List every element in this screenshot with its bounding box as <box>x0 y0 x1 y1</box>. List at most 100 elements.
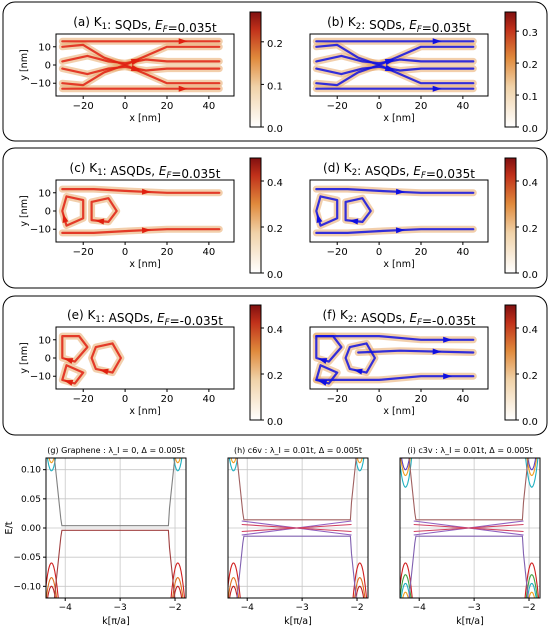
band-line <box>53 458 176 527</box>
streamline-arrow <box>178 38 188 45</box>
title-part: 2 <box>352 168 357 178</box>
streamline-arrow <box>317 358 328 364</box>
title-part: E <box>409 18 417 32</box>
title-part: =0.035t <box>171 167 220 181</box>
streamline <box>315 45 475 87</box>
x-tick-label: −3 <box>113 603 126 613</box>
streamline <box>90 197 118 223</box>
streamline-arrow <box>317 379 328 386</box>
colorbar <box>504 304 517 421</box>
band-line <box>172 577 184 598</box>
band-line <box>400 562 413 598</box>
y-tick-label: −10 <box>30 372 51 383</box>
streamline-arrow <box>385 65 395 71</box>
streamline-arrow <box>432 348 442 355</box>
x-tick-label: 0 <box>376 101 382 112</box>
panel-title: (f) K2: ASQDs, EF=-0.035t <box>323 308 476 328</box>
x-axis-label: x [nm] <box>383 406 414 417</box>
y-axis-label: E/t <box>4 521 15 534</box>
title-part: : ASQDs, <box>101 311 157 325</box>
current-map-e <box>58 332 125 387</box>
x-tick-label: 0 <box>376 247 382 258</box>
x-tick-label: 0 <box>376 394 382 405</box>
panel-title: (d) K2: ASQDs, EF=0.035t <box>323 161 475 181</box>
title-part: (d) K <box>323 161 353 175</box>
panel-d: −20 0 20 40 x [nm] (d) K2: ASQDs, EF=0.035t 0.… <box>309 157 538 281</box>
band-line <box>352 562 368 598</box>
streamline <box>344 342 376 374</box>
band-line <box>174 458 181 464</box>
title-part: 1 <box>102 22 107 32</box>
colorbar <box>504 157 517 274</box>
streamline-arrow <box>349 218 359 225</box>
band-line <box>355 585 365 598</box>
band-line <box>354 577 366 598</box>
colorbar-tick-label: 0.0 <box>522 124 538 135</box>
colorbar-tick-label: 0.2 <box>522 224 538 235</box>
row-frame-ab <box>2 1 548 142</box>
y-tick-label: −0.10 <box>13 582 41 592</box>
title-part: : SQDs, <box>361 18 409 32</box>
colorbar-tick-label: 0.4 <box>267 178 283 189</box>
x-tick-label: 40 <box>457 247 470 258</box>
colorbar-tick-label: 0.3 <box>522 28 538 39</box>
x-tick-label: 20 <box>161 247 174 258</box>
title-part: F <box>166 171 171 181</box>
x-tick-label: 0 <box>122 101 128 112</box>
streamline <box>90 342 122 374</box>
y-tick-label: 0.00 <box>21 524 41 534</box>
band-line <box>525 458 539 488</box>
x-axis-label: k[π/a] <box>284 616 312 627</box>
band-line <box>228 562 241 598</box>
streamline-arrow <box>141 188 152 195</box>
x-tick-label: 40 <box>203 247 216 258</box>
panel-i: −4 −3 −2 k[π/a] (i) c3v : λ_I = 0.01t, Δ = 0… <box>399 446 541 627</box>
title-part: (f) K <box>323 308 349 322</box>
panel-h: −4 −3 −2 k[π/a] (h) c6v : λ_I = 0.01t, Δ = 0… <box>227 446 369 627</box>
band-line <box>408 535 529 598</box>
title-part: =-0.035t <box>422 314 476 328</box>
y-tick-label: −10 <box>30 225 51 236</box>
streamline-arrow <box>443 336 453 343</box>
colorbar-tick-label: 0.2 <box>522 60 538 71</box>
panel-b: −20 0 20 40 x [nm] (b) K2: SQDs, EF=0.035t 0.0… <box>309 11 538 135</box>
x-tick-label: 20 <box>415 394 428 405</box>
streamline-arrow <box>99 368 109 375</box>
title-part: (b) K <box>327 15 357 29</box>
band-line <box>228 458 239 472</box>
colorbar-tick-label: 0.4 <box>522 325 538 336</box>
current-map-b <box>312 37 477 93</box>
x-tick-label: 20 <box>161 101 174 112</box>
y-tick-label: 0 <box>45 207 51 218</box>
y-tick-label: 0 <box>45 61 51 72</box>
band-line <box>400 574 412 598</box>
streamline <box>357 349 475 354</box>
colorbar <box>504 11 517 128</box>
streamline <box>315 65 475 76</box>
x-axis-label: x [nm] <box>129 113 160 124</box>
streamline <box>315 364 339 385</box>
x-tick-label: −20 <box>327 247 348 258</box>
axes-frame <box>227 457 369 599</box>
row-frame-ef <box>2 295 548 436</box>
y-tick-label: 0 <box>45 354 51 365</box>
current-map-d <box>312 185 477 237</box>
band-line <box>356 458 363 464</box>
title-part: =0.035t <box>426 167 475 181</box>
x-tick-label: −4 <box>59 603 73 613</box>
x-tick-label: 20 <box>415 101 428 112</box>
title-part: (c) K <box>70 161 99 175</box>
x-tick-label: −20 <box>73 247 94 258</box>
y-axis-label: y [nm] <box>19 195 30 226</box>
streamline <box>61 335 89 363</box>
row-frame-cd <box>2 147 548 289</box>
x-tick-label: −20 <box>73 394 94 405</box>
bands-h <box>228 458 368 598</box>
colorbar-tick-label: 0.4 <box>267 325 283 336</box>
streamline-arrow <box>131 59 141 65</box>
band-line <box>46 458 57 472</box>
band-line <box>526 458 538 477</box>
axes-frame <box>399 457 541 599</box>
current-map-f <box>312 332 477 387</box>
band-line <box>47 585 56 598</box>
